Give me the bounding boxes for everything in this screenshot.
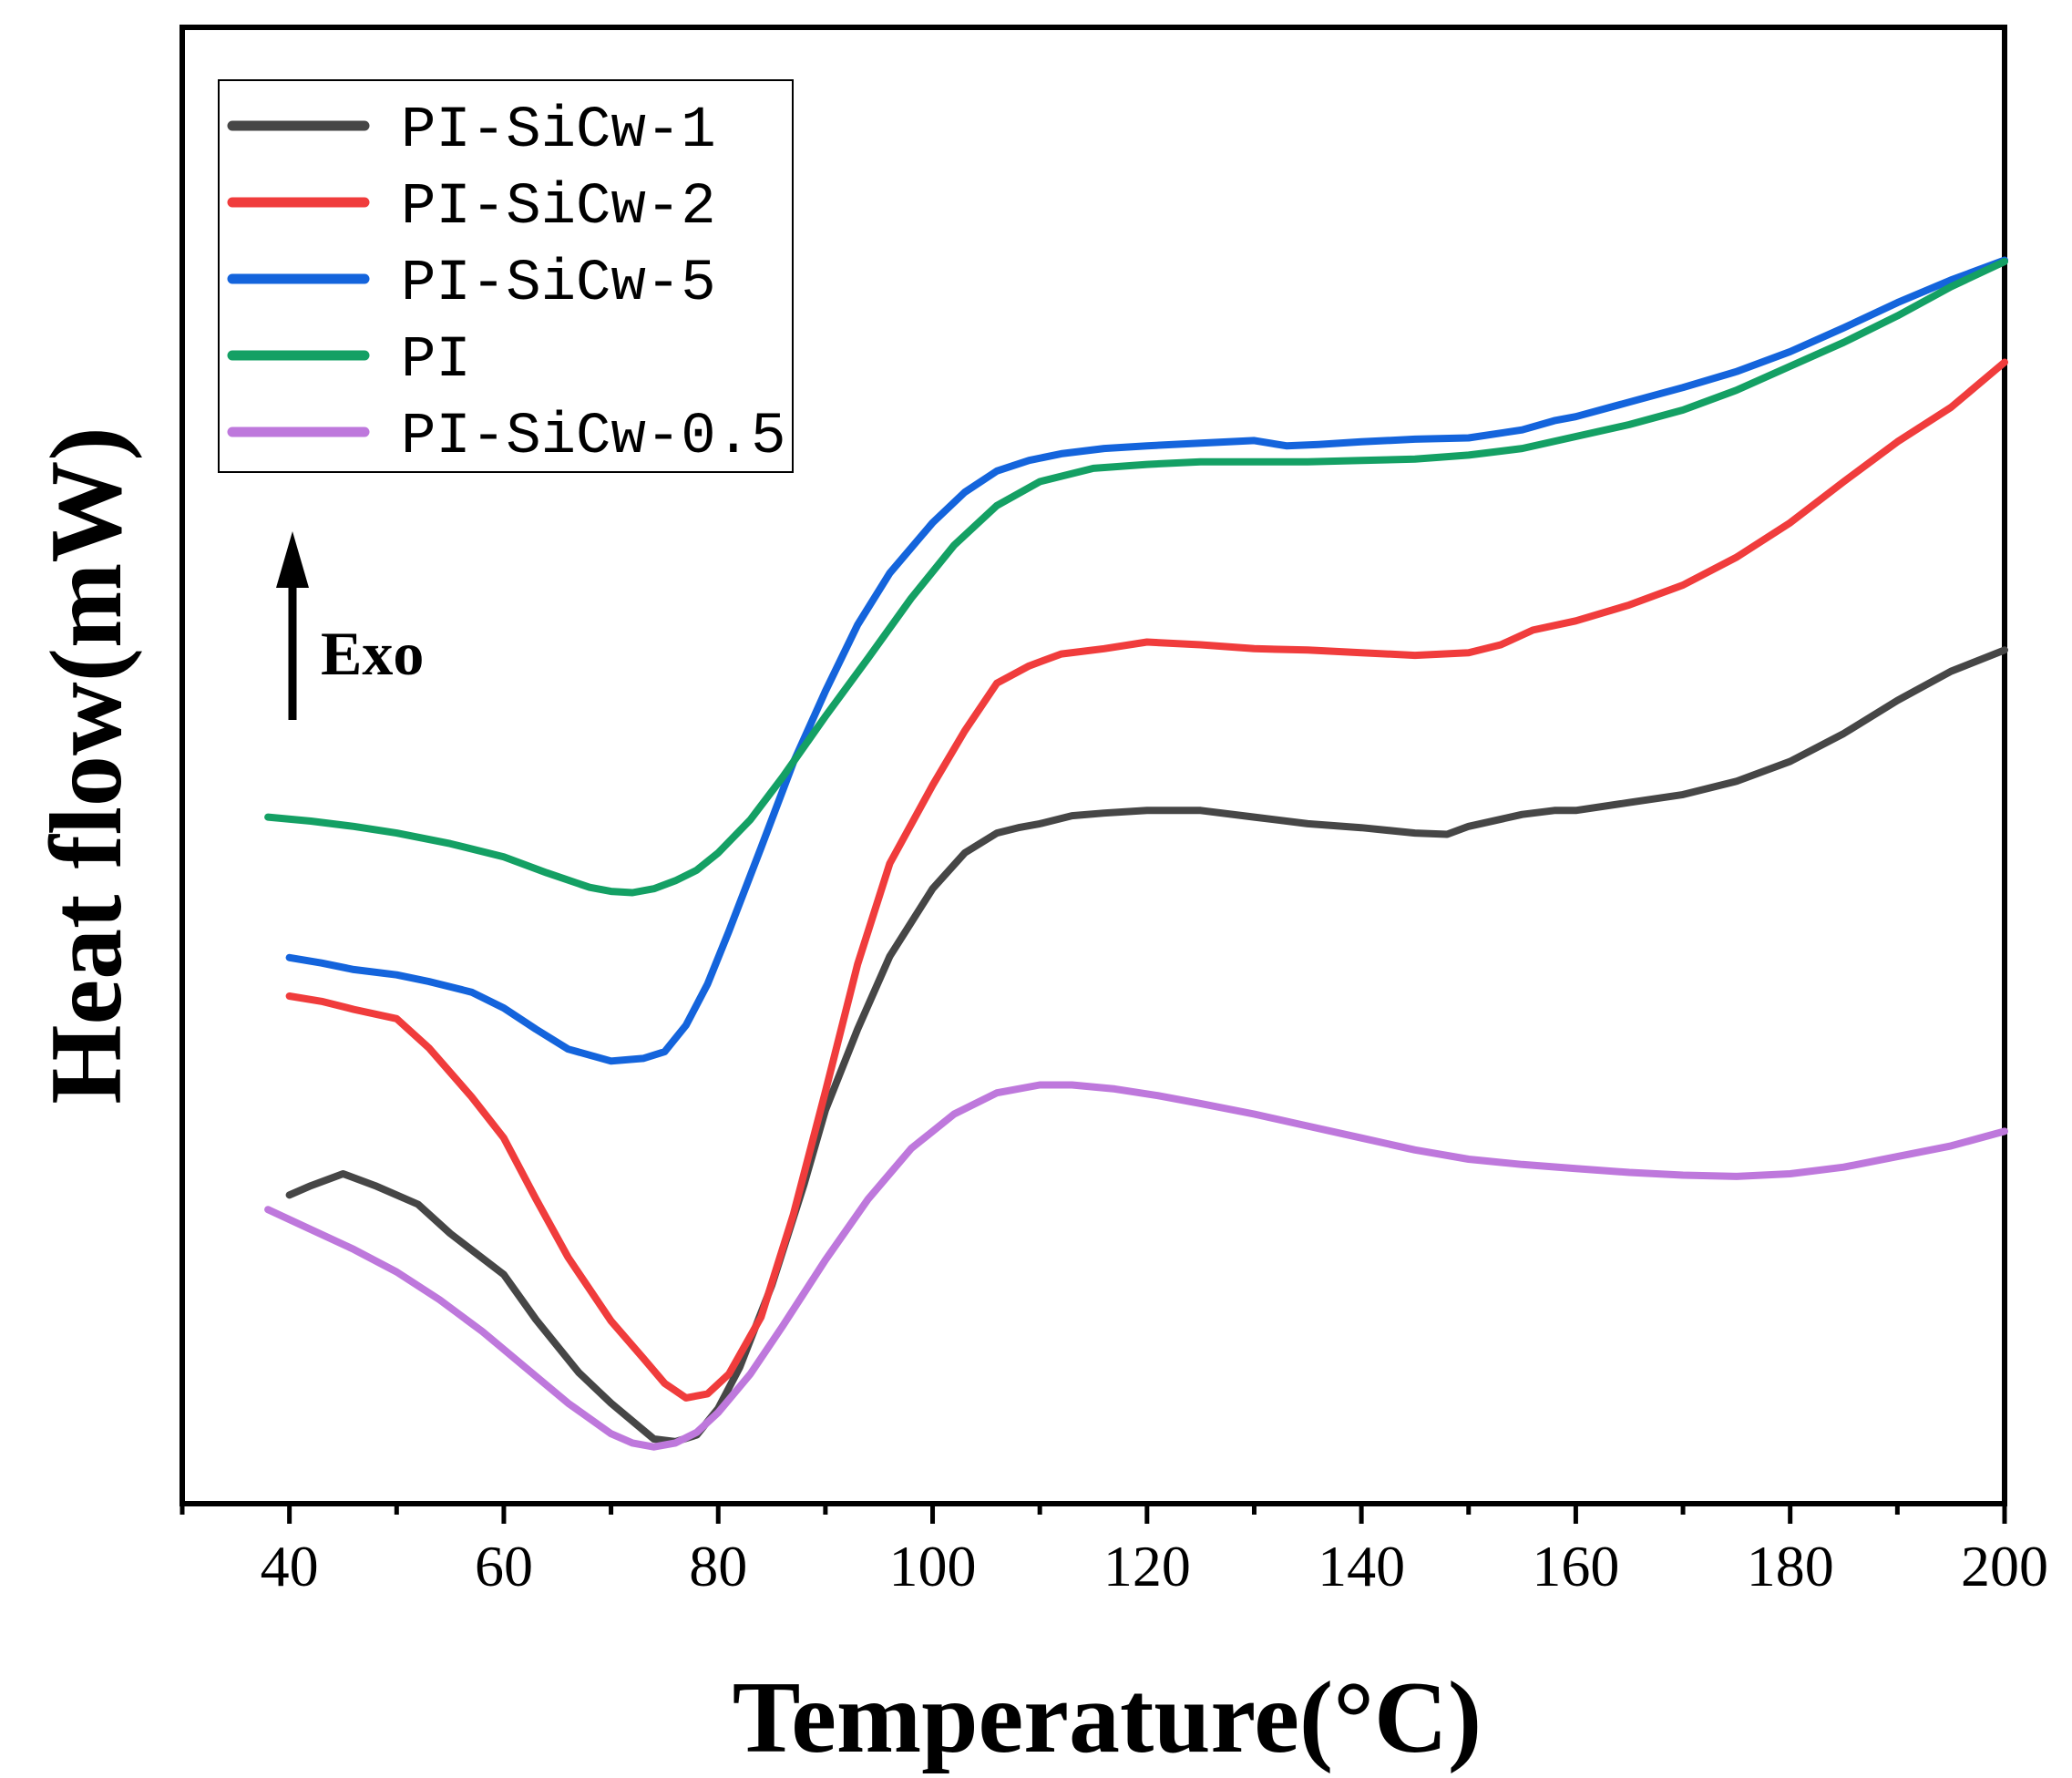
y-axis-title: Heat flow(mW): [30, 427, 143, 1104]
legend-label: PI-SiCw-2: [401, 175, 716, 241]
x-tick-label: 160: [1532, 1534, 1619, 1598]
exo-arrow-head: [276, 531, 309, 588]
x-tick-label: 60: [475, 1534, 533, 1598]
series-layer: [264, 256, 2008, 1451]
legend-items: PI-SiCw-1 PI-SiCw-2 PI-SiCw-5 PI PI-SiCw-0.5: [227, 98, 785, 470]
x-tick-label: 100: [889, 1534, 977, 1598]
series-line-pi-sicw-0-5: [264, 1081, 2008, 1451]
exo-annotation: Exo: [276, 531, 424, 720]
legend: PI-SiCw-1 PI-SiCw-2 PI-SiCw-5 PI PI-SiCw-0.5: [218, 79, 794, 473]
x-tick-label: 180: [1747, 1534, 1834, 1598]
x-tick-label: 140: [1318, 1534, 1405, 1598]
x-tick-label: 40: [261, 1534, 319, 1598]
x-tick-label: 120: [1103, 1534, 1191, 1598]
legend-label: PI-SiCw-5: [401, 252, 716, 317]
plot-frame: [180, 25, 2007, 1506]
series-line-pi: [264, 258, 2008, 897]
series-line-pi-sicw-1: [285, 646, 2008, 1445]
exo-label: Exo: [321, 619, 424, 688]
series-line-pi-sicw-2: [285, 358, 2008, 1402]
x-axis-title: Temperature(°C): [733, 1661, 1482, 1774]
legend-label: PI: [401, 328, 471, 394]
legend-label: PI-SiCw-0.5: [401, 405, 785, 470]
series-line-pi-sicw-5: [285, 256, 2008, 1065]
x-tick-label: 200: [1961, 1534, 2048, 1598]
x-axis: 40 60 80 100 120 140 160 180 200: [180, 1504, 2048, 1598]
x-tick-label: 80: [689, 1534, 747, 1598]
legend-label: PI-SiCw-1: [401, 98, 716, 164]
